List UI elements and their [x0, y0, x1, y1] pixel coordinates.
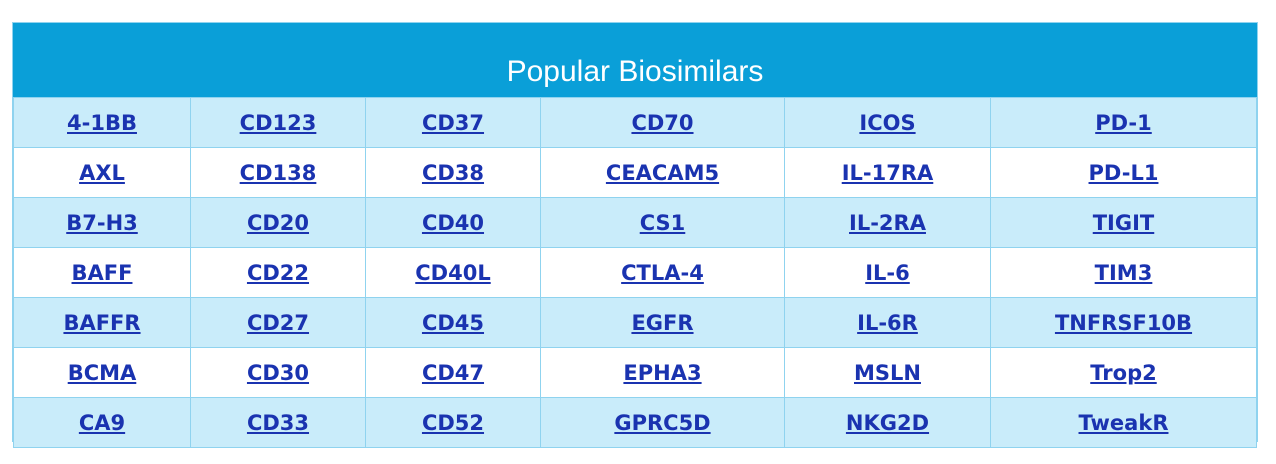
biosimilar-link[interactable]: CD40L — [415, 260, 491, 285]
table-cell: TIM3 — [990, 247, 1257, 298]
table-cell: BCMA — [13, 347, 191, 398]
biosimilar-link[interactable]: TNFRSF10B — [1054, 310, 1193, 335]
table-cell: NKG2D — [784, 397, 991, 448]
biosimilar-link[interactable]: NKG2D — [845, 410, 930, 435]
table-cell: CD40L — [365, 247, 541, 298]
biosimilar-link[interactable]: AXL — [79, 160, 125, 185]
table-cell: GPRC5D — [540, 397, 785, 448]
biosimilar-link[interactable]: EGFR — [631, 310, 694, 335]
biosimilar-link[interactable]: BAFF — [71, 260, 133, 285]
table-cell: CD20 — [190, 197, 366, 248]
table-cell: PD-1 — [990, 97, 1257, 148]
table-row: CA9 CD33 CD52 GPRC5D NKG2D TweakR — [13, 397, 1257, 448]
biosimilar-link[interactable]: ICOS — [859, 110, 916, 135]
table-cell: Trop2 — [990, 347, 1257, 398]
biosimilar-link[interactable]: CA9 — [78, 410, 126, 435]
table-cell: CD30 — [190, 347, 366, 398]
biosimilar-link[interactable]: CD38 — [421, 160, 485, 185]
biosimilar-link[interactable]: CS1 — [639, 210, 686, 235]
table-cell: ICOS — [784, 97, 991, 148]
table-row: AXL CD138 CD38 CEACAM5 IL-17RA PD-L1 — [13, 147, 1257, 198]
table-cell: CD45 — [365, 297, 541, 348]
biosimilars-table: 4-1BB CD123 CD37 CD70 ICOS PD-1 AXL CD138 CD38 CE… — [13, 97, 1257, 448]
biosimilar-link[interactable]: BAFFR — [63, 310, 141, 335]
biosimilar-link[interactable]: B7-H3 — [66, 210, 138, 235]
table-cell: CD52 — [365, 397, 541, 448]
table-cell: CS1 — [540, 197, 785, 248]
table-cell: IL-6R — [784, 297, 991, 348]
table-row: 4-1BB CD123 CD37 CD70 ICOS PD-1 — [13, 97, 1257, 148]
panel-title: Popular Biosimilars — [13, 23, 1257, 97]
biosimilar-link[interactable]: CD20 — [246, 210, 310, 235]
table-cell: BAFF — [13, 247, 191, 298]
biosimilar-link[interactable]: CD33 — [246, 410, 310, 435]
table-cell: TweakR — [990, 397, 1257, 448]
biosimilar-link[interactable]: CD70 — [631, 110, 694, 135]
biosimilar-link[interactable]: IL-6 — [865, 260, 910, 285]
table-row: B7-H3 CD20 CD40 CS1 IL-2RA TIGIT — [13, 197, 1257, 248]
table-cell: CD37 — [365, 97, 541, 148]
table-cell: PD-L1 — [990, 147, 1257, 198]
table-row: BCMA CD30 CD47 EPHA3 MSLN Trop2 — [13, 347, 1257, 398]
biosimilar-link[interactable]: CD138 — [239, 160, 317, 185]
biosimilar-link[interactable]: GPRC5D — [614, 410, 711, 435]
table-cell: EGFR — [540, 297, 785, 348]
table-cell: CEACAM5 — [540, 147, 785, 198]
table-cell: B7-H3 — [13, 197, 191, 248]
table-cell: CD27 — [190, 297, 366, 348]
table-cell: CD138 — [190, 147, 366, 198]
table-cell: IL-2RA — [784, 197, 991, 248]
biosimilar-link[interactable]: MSLN — [854, 360, 921, 385]
biosimilar-link[interactable]: IL-6R — [857, 310, 918, 335]
biosimilar-link[interactable]: CD37 — [421, 110, 485, 135]
table-cell: CD38 — [365, 147, 541, 198]
table-cell: CD123 — [190, 97, 366, 148]
biosimilar-link[interactable]: CEACAM5 — [605, 160, 720, 185]
table-row: BAFFR CD27 CD45 EGFR IL-6R TNFRSF10B — [13, 297, 1257, 348]
biosimilar-link[interactable]: TweakR — [1078, 410, 1169, 435]
table-cell: AXL — [13, 147, 191, 198]
table-cell: IL-17RA — [784, 147, 991, 198]
biosimilar-link[interactable]: IL-2RA — [849, 210, 926, 235]
table-cell: BAFFR — [13, 297, 191, 348]
biosimilar-link[interactable]: TIM3 — [1094, 260, 1153, 285]
table-row: BAFF CD22 CD40L CTLA-4 IL-6 TIM3 — [13, 247, 1257, 298]
biosimilar-link[interactable]: CD22 — [246, 260, 310, 285]
biosimilar-link[interactable]: CTLA-4 — [621, 260, 704, 285]
biosimilar-link[interactable]: PD-1 — [1095, 110, 1152, 135]
biosimilar-link[interactable]: EPHA3 — [623, 360, 702, 385]
table-cell: CD70 — [540, 97, 785, 148]
table-cell: IL-6 — [784, 247, 991, 298]
table-cell: CTLA-4 — [540, 247, 785, 298]
biosimilar-link[interactable]: BCMA — [67, 360, 137, 385]
table-cell: EPHA3 — [540, 347, 785, 398]
biosimilar-link[interactable]: Trop2 — [1090, 360, 1157, 385]
biosimilar-link[interactable]: 4-1BB — [67, 110, 137, 135]
table-cell: CA9 — [13, 397, 191, 448]
table-cell: TIGIT — [990, 197, 1257, 248]
biosimilar-link[interactable]: CD47 — [421, 360, 485, 385]
table-cell: TNFRSF10B — [990, 297, 1257, 348]
biosimilar-link[interactable]: TIGIT — [1092, 210, 1155, 235]
biosimilar-link[interactable]: CD40 — [421, 210, 485, 235]
table-cell: CD47 — [365, 347, 541, 398]
biosimilar-link[interactable]: CD27 — [246, 310, 310, 335]
table-cell: MSLN — [784, 347, 991, 398]
biosimilar-link[interactable]: PD-L1 — [1088, 160, 1159, 185]
biosimilar-link[interactable]: CD123 — [239, 110, 317, 135]
table-cell: CD22 — [190, 247, 366, 298]
table-cell: 4-1BB — [13, 97, 191, 148]
biosimilar-link[interactable]: CD45 — [421, 310, 485, 335]
biosimilar-link[interactable]: IL-17RA — [841, 160, 934, 185]
biosimilar-link[interactable]: CD52 — [421, 410, 485, 435]
biosimilars-panel: Popular Biosimilars 4-1BB CD123 CD37 CD70 IC… — [12, 22, 1258, 448]
table-cell: CD33 — [190, 397, 366, 448]
biosimilar-link[interactable]: CD30 — [246, 360, 310, 385]
table-cell: CD40 — [365, 197, 541, 248]
